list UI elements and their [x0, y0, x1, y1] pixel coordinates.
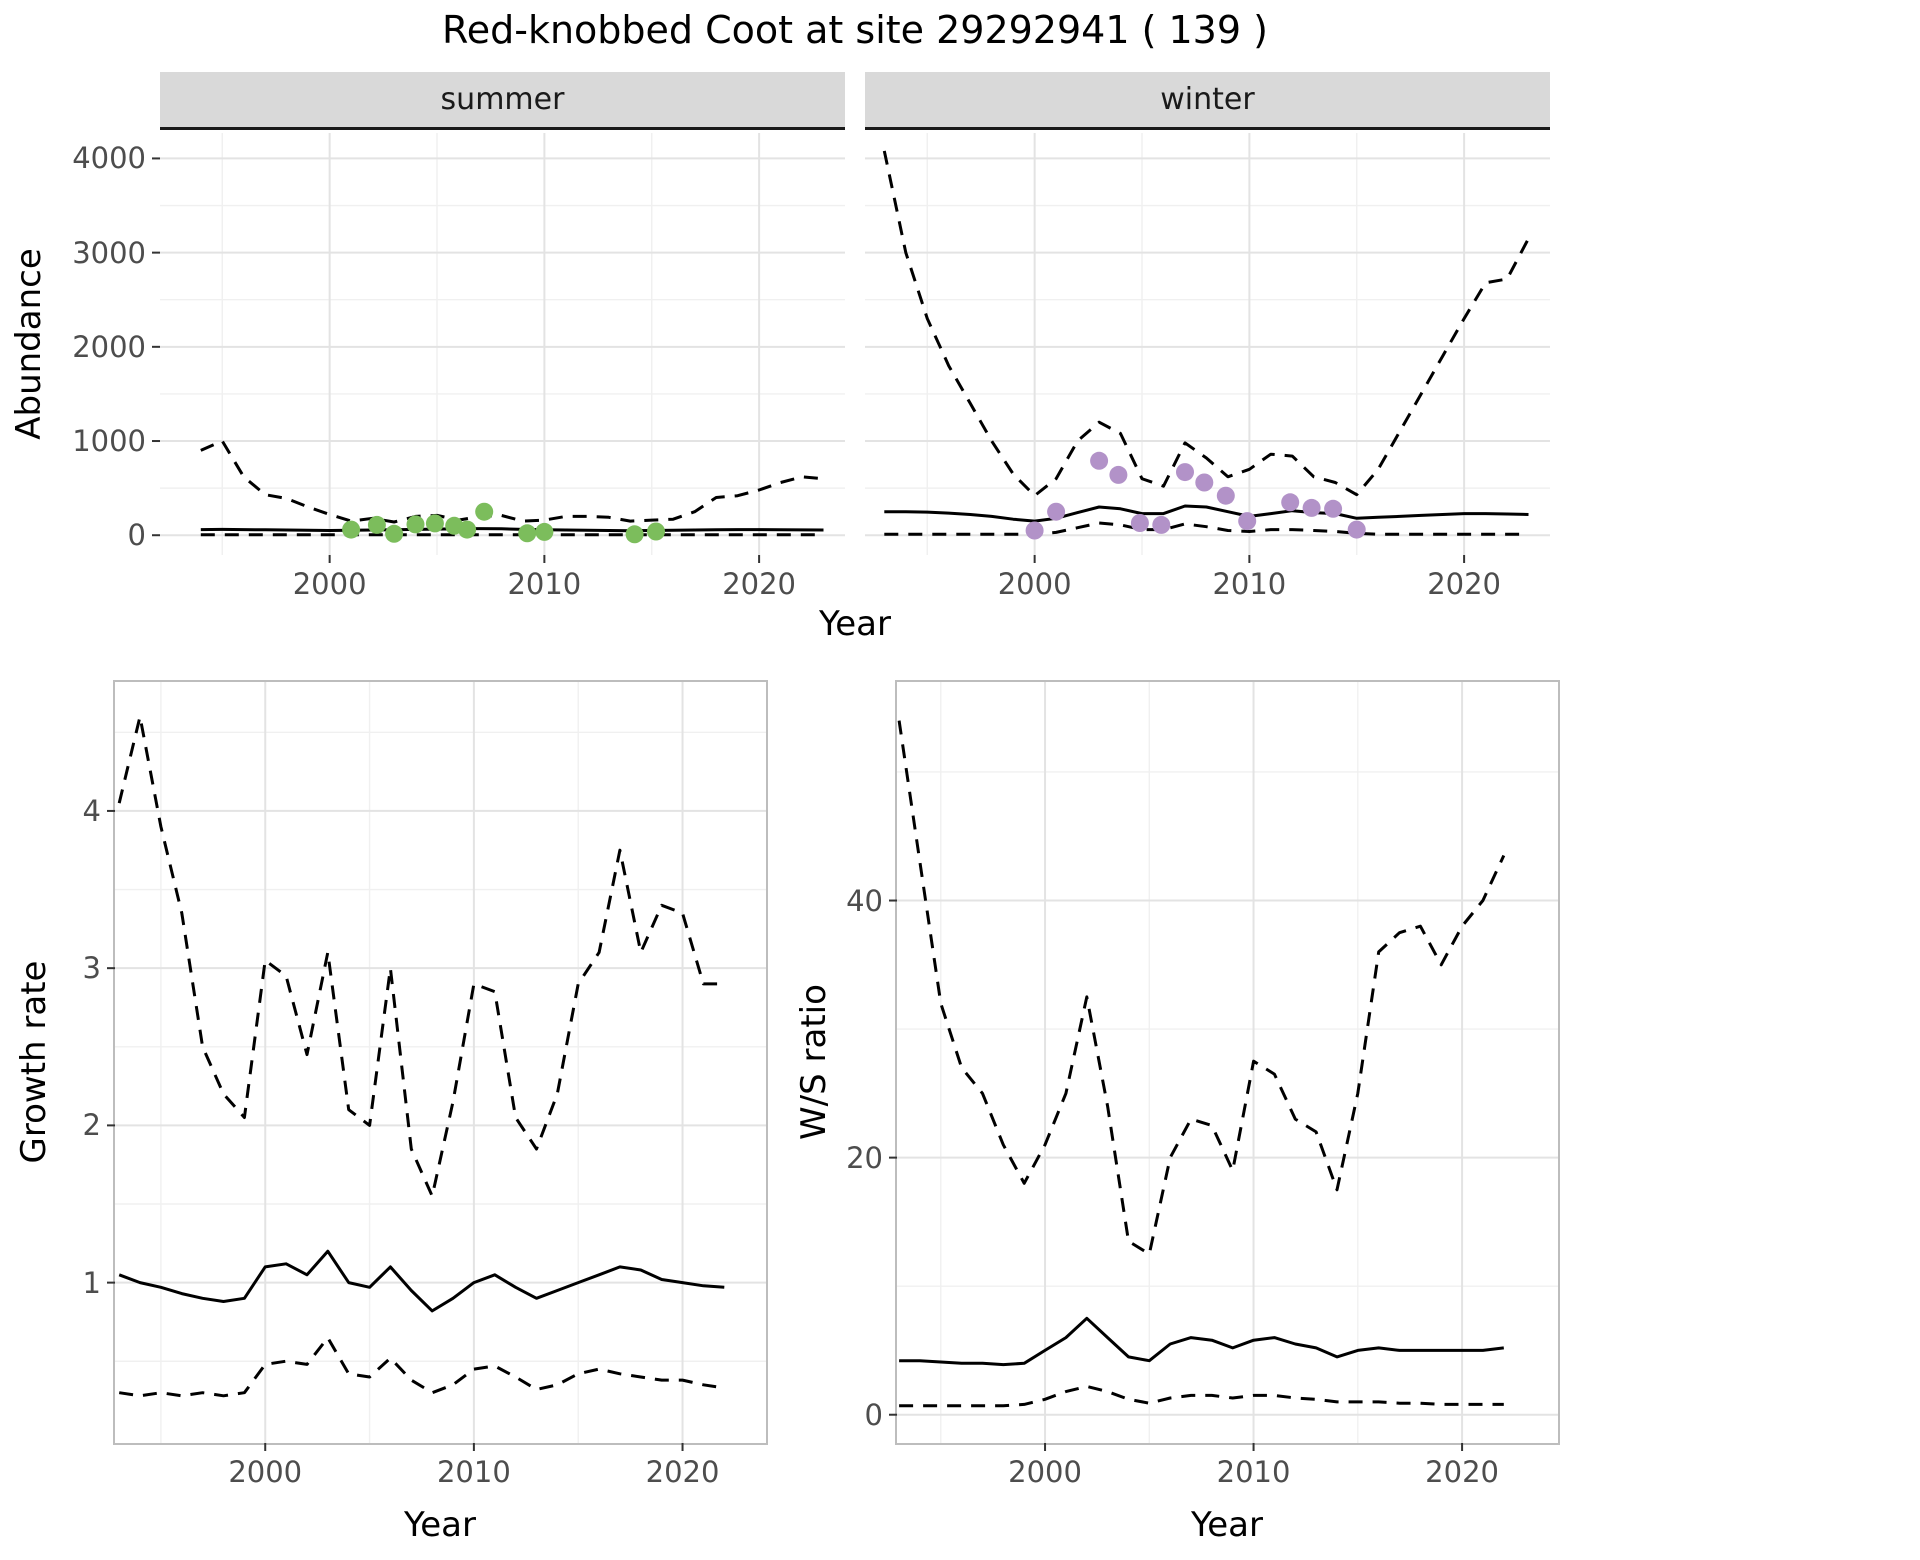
abundance-winter-observation-point: [1176, 463, 1194, 482]
y-tick-label: 1000: [72, 424, 146, 459]
abundance-winter-upper-ci-line: [882, 150, 1530, 498]
panel-abundance-summer: 2000 2010 2020 0 1000 2000 3000 4000: [72, 133, 845, 601]
growth-rate-upper-ci-line: [117, 715, 725, 1198]
y-tick-label: 3: [82, 951, 101, 986]
ws-ratio-lower-ci-line: [899, 1384, 1504, 1408]
abundance-summer-observation-point: [625, 525, 644, 544]
y-axis-label-growth-rate: Growth rate: [14, 960, 54, 1164]
x-tick-label: 2010: [507, 567, 582, 601]
y-tick-label: 2000: [72, 329, 146, 364]
y-tick-label: 20: [846, 1140, 883, 1175]
abundance-summer-observation-point: [367, 515, 386, 534]
abundance-summer-upper-ci-line: [200, 439, 824, 524]
abundance-summer-observation-point: [425, 514, 444, 533]
abundance-winter-plot: [865, 133, 1550, 563]
x-axis-label-ws-ratio: Year: [1191, 1505, 1263, 1545]
abundance-summer-observation-point: [458, 520, 477, 539]
abundance-winter-observation-point: [1324, 499, 1343, 518]
abundance-summer-observation-point: [342, 520, 361, 539]
y-tick-label: 40: [846, 883, 883, 918]
x-tick-label: 2020: [1425, 1455, 1499, 1489]
x-tick-label: 2000: [997, 567, 1072, 601]
abundance-summer-observation-point: [535, 522, 554, 541]
abundance-winter-median-line: [884, 504, 1529, 523]
abundance-summer-observation-point: [406, 515, 425, 534]
abundance-winter-observation-point: [1281, 493, 1300, 512]
y-tick-label: 4000: [72, 141, 146, 176]
abundance-summer-observation-point: [647, 522, 665, 541]
figure-title: Red-knobbed Coot at site 29292941 ( 139 …: [442, 8, 1268, 52]
x-tick-label: 2000: [292, 567, 367, 601]
x-tick-label: 2020: [722, 567, 796, 601]
y-tick-label: 0: [127, 518, 146, 553]
growth-rate-lower-ci-line: [118, 1336, 725, 1398]
abundance-summer-observation-point: [475, 502, 494, 521]
abundance-winter-observation-point: [1047, 502, 1066, 521]
panel-ws-ratio: 2000 2010 2020 0 20 40: [846, 680, 1560, 1489]
y-tick-label: 0: [864, 1397, 883, 1432]
x-tick-label: 2000: [1008, 1455, 1082, 1489]
abundance-summer-observation-point: [385, 524, 404, 543]
x-tick-label: 2020: [1427, 567, 1501, 601]
abundance-winter-observation-point: [1109, 465, 1128, 484]
facet-strip-summer: summer: [160, 72, 845, 130]
facet-strip-winter-label: winter: [1160, 82, 1255, 117]
abundance-winter-observation-point: [1025, 521, 1044, 540]
facet-strip-winter: winter: [865, 72, 1550, 130]
abundance-winter-observation-point: [1238, 512, 1257, 531]
abundance-winter-observation-point: [1130, 514, 1149, 532]
abundance-summer-plot: [152, 133, 845, 563]
panel-growth-rate: 2000 2010 2020 1 2 3 4: [83, 680, 768, 1489]
abundance-winter-observation-point: [1347, 520, 1366, 539]
abundance-winter-observation-point: [1216, 486, 1235, 505]
ws-ratio-median-line: [899, 1316, 1504, 1367]
x-tick-label: 2000: [228, 1455, 303, 1489]
x-axis-label-growth-rate: Year: [404, 1505, 476, 1545]
x-tick-label: 2010: [436, 1455, 511, 1489]
abundance-summer-observation-point: [518, 524, 537, 543]
growth-rate-plot: [107, 682, 766, 1451]
y-tick-label: 1: [82, 1265, 101, 1300]
y-tick-label: 2: [82, 1108, 101, 1143]
abundance-winter-observation-point: [1302, 498, 1321, 517]
panel-abundance-winter: 2000 2010 2020: [865, 133, 1550, 601]
y-axis-label-abundance: Abundance: [9, 248, 49, 440]
abundance-summer-median-line: [200, 527, 824, 533]
abundance-winter-observation-point: [1090, 451, 1109, 470]
x-tick-label: 2010: [1216, 1455, 1291, 1489]
y-tick-label: 3000: [72, 235, 146, 270]
growth-rate-median-line: [118, 1249, 725, 1313]
y-tick-label: 4: [82, 793, 101, 828]
facet-strip-summer-label: summer: [440, 82, 565, 117]
abundance-winter-lower-ci-line: [884, 521, 1529, 536]
abundance-winter-observation-point: [1152, 515, 1171, 534]
x-tick-label: 2020: [645, 1455, 720, 1489]
ws-ratio-plot: [889, 682, 1558, 1451]
x-tick-label: 2010: [1212, 567, 1287, 601]
y-axis-label-ws-ratio: W/S ratio: [794, 984, 834, 1140]
x-axis-label-abundance: Year: [819, 604, 891, 644]
abundance-winter-observation-point: [1195, 473, 1214, 492]
ws-ratio-upper-ci-line: [897, 720, 1506, 1256]
